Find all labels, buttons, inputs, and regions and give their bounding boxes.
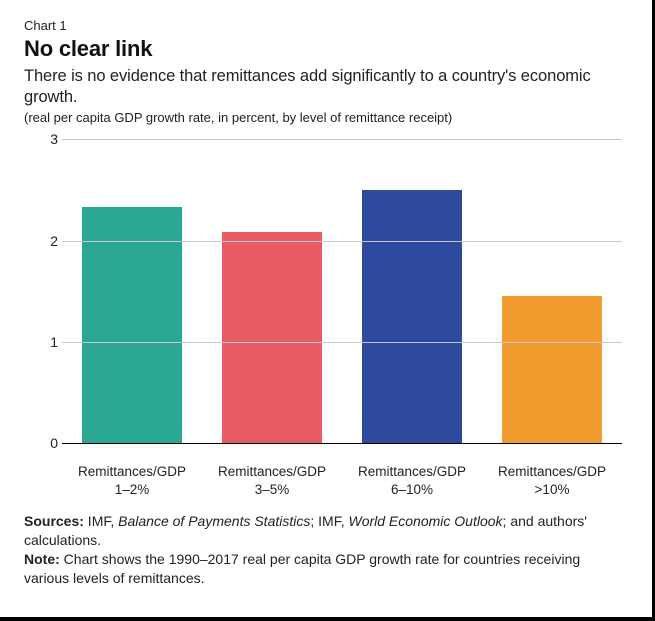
bar — [502, 296, 603, 443]
bar — [222, 232, 323, 443]
note-label: Note: — [24, 551, 60, 567]
note-text: Chart shows the 1990–2017 real per capit… — [24, 551, 580, 586]
bar-slot — [202, 139, 342, 443]
gridline — [62, 241, 622, 242]
x-tick-label: Remittances/GDP3–5% — [202, 463, 342, 499]
bar-slot — [482, 139, 622, 443]
plot-area: 0 1 2 3 — [40, 131, 622, 461]
plot-inner: 0123 — [62, 139, 622, 443]
x-tick-label-top: Remittances/GDP — [202, 463, 342, 481]
sources-label: Sources: — [24, 513, 84, 529]
sources-text-2: ; IMF, — [310, 513, 348, 529]
x-tick-label: Remittances/GDP1–2% — [62, 463, 202, 499]
chart-title: No clear link — [24, 36, 628, 62]
y-tick-label: 3 — [40, 131, 58, 147]
y-tick-label: 2 — [40, 233, 58, 249]
x-tick-label-top: Remittances/GDP — [342, 463, 482, 481]
bar — [82, 207, 183, 443]
bars-container — [62, 139, 622, 443]
x-tick-label-bottom: 6–10% — [342, 481, 482, 499]
y-tick-label: 1 — [40, 334, 58, 350]
x-tick-label-bottom: 1–2% — [62, 481, 202, 499]
sources-ital-1: Balance of Payments Statistics — [118, 513, 310, 529]
chart-card: Chart 1 No clear link There is no eviden… — [0, 0, 655, 621]
x-tick-label: Remittances/GDP6–10% — [342, 463, 482, 499]
bar-slot — [62, 139, 202, 443]
gridline — [62, 139, 622, 140]
x-tick-label-top: Remittances/GDP — [482, 463, 622, 481]
chart-units: (real per capita GDP growth rate, in per… — [24, 110, 628, 125]
sources-line: Sources: IMF, Balance of Payments Statis… — [24, 512, 628, 550]
x-tick-label-top: Remittances/GDP — [62, 463, 202, 481]
bar — [362, 190, 463, 443]
chart-number: Chart 1 — [24, 18, 628, 33]
x-axis-labels: Remittances/GDP1–2%Remittances/GDP3–5%Re… — [62, 463, 622, 499]
x-tick-label-bottom: 3–5% — [202, 481, 342, 499]
note-line: Note: Chart shows the 1990–2017 real per… — [24, 550, 628, 588]
sources-ital-2: World Economic Outlook — [348, 513, 502, 529]
x-tick-label: Remittances/GDP>10% — [482, 463, 622, 499]
x-tick-label-bottom: >10% — [482, 481, 622, 499]
sources-text-1: IMF, — [84, 513, 118, 529]
bar-slot — [342, 139, 482, 443]
gridline — [62, 342, 622, 343]
gridline — [62, 443, 622, 444]
y-tick-label: 0 — [40, 435, 58, 451]
chart-subtitle: There is no evidence that remittances ad… — [24, 66, 628, 107]
chart-footer: Sources: IMF, Balance of Payments Statis… — [24, 512, 628, 589]
